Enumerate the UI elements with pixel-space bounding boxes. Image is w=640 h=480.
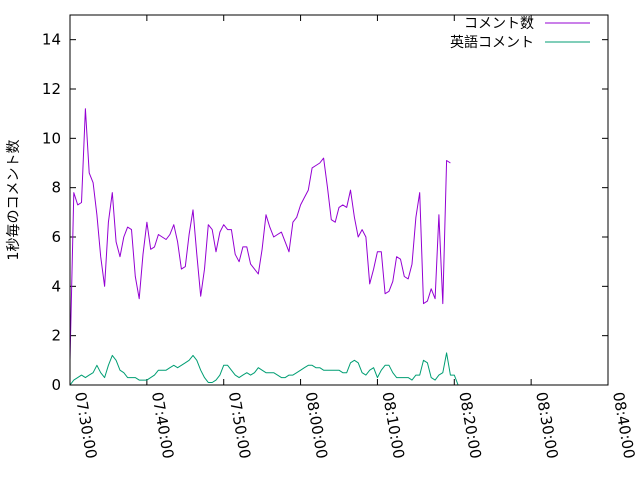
x-tick-label: 08:00:00 bbox=[302, 391, 331, 460]
series-line-2 bbox=[69, 352, 459, 386]
x-tick-label: 08:10:00 bbox=[378, 391, 407, 460]
y-tick-label: 14 bbox=[42, 31, 61, 49]
legend-label-1: コメント数 bbox=[464, 16, 534, 32]
y-axis-label: 1秒毎のコメント数 bbox=[6, 140, 22, 261]
x-tick-label: 07:30:00 bbox=[71, 391, 100, 460]
y-axis-label-group: 1秒毎のコメント数 bbox=[6, 140, 22, 261]
y-tick-label: 0 bbox=[51, 376, 61, 394]
y-tick-label: 8 bbox=[51, 179, 61, 197]
plot-frame bbox=[69, 14, 609, 386]
axis-ticks: 0 2 4 6 8 10 12 14 07:30:00 07:40:00 07:50:00 08:00… bbox=[42, 15, 638, 460]
x-tick-label: 08:20:00 bbox=[455, 391, 484, 460]
x-tick-label: 08:30:00 bbox=[532, 391, 561, 460]
y-tick-label: 2 bbox=[51, 327, 61, 345]
y-tick-label: 12 bbox=[42, 80, 61, 98]
y-tick-label: 10 bbox=[42, 129, 61, 147]
series-line-1 bbox=[69, 108, 451, 361]
series-lines bbox=[69, 108, 459, 386]
y-tick-label: 6 bbox=[51, 228, 61, 246]
y-tick-label: 4 bbox=[51, 277, 61, 295]
x-tick-label: 08:40:00 bbox=[609, 391, 638, 460]
legend-label-2: 英語コメント bbox=[450, 34, 534, 51]
x-tick-label: 07:50:00 bbox=[225, 391, 254, 460]
x-tick-label: 07:40:00 bbox=[148, 391, 177, 460]
